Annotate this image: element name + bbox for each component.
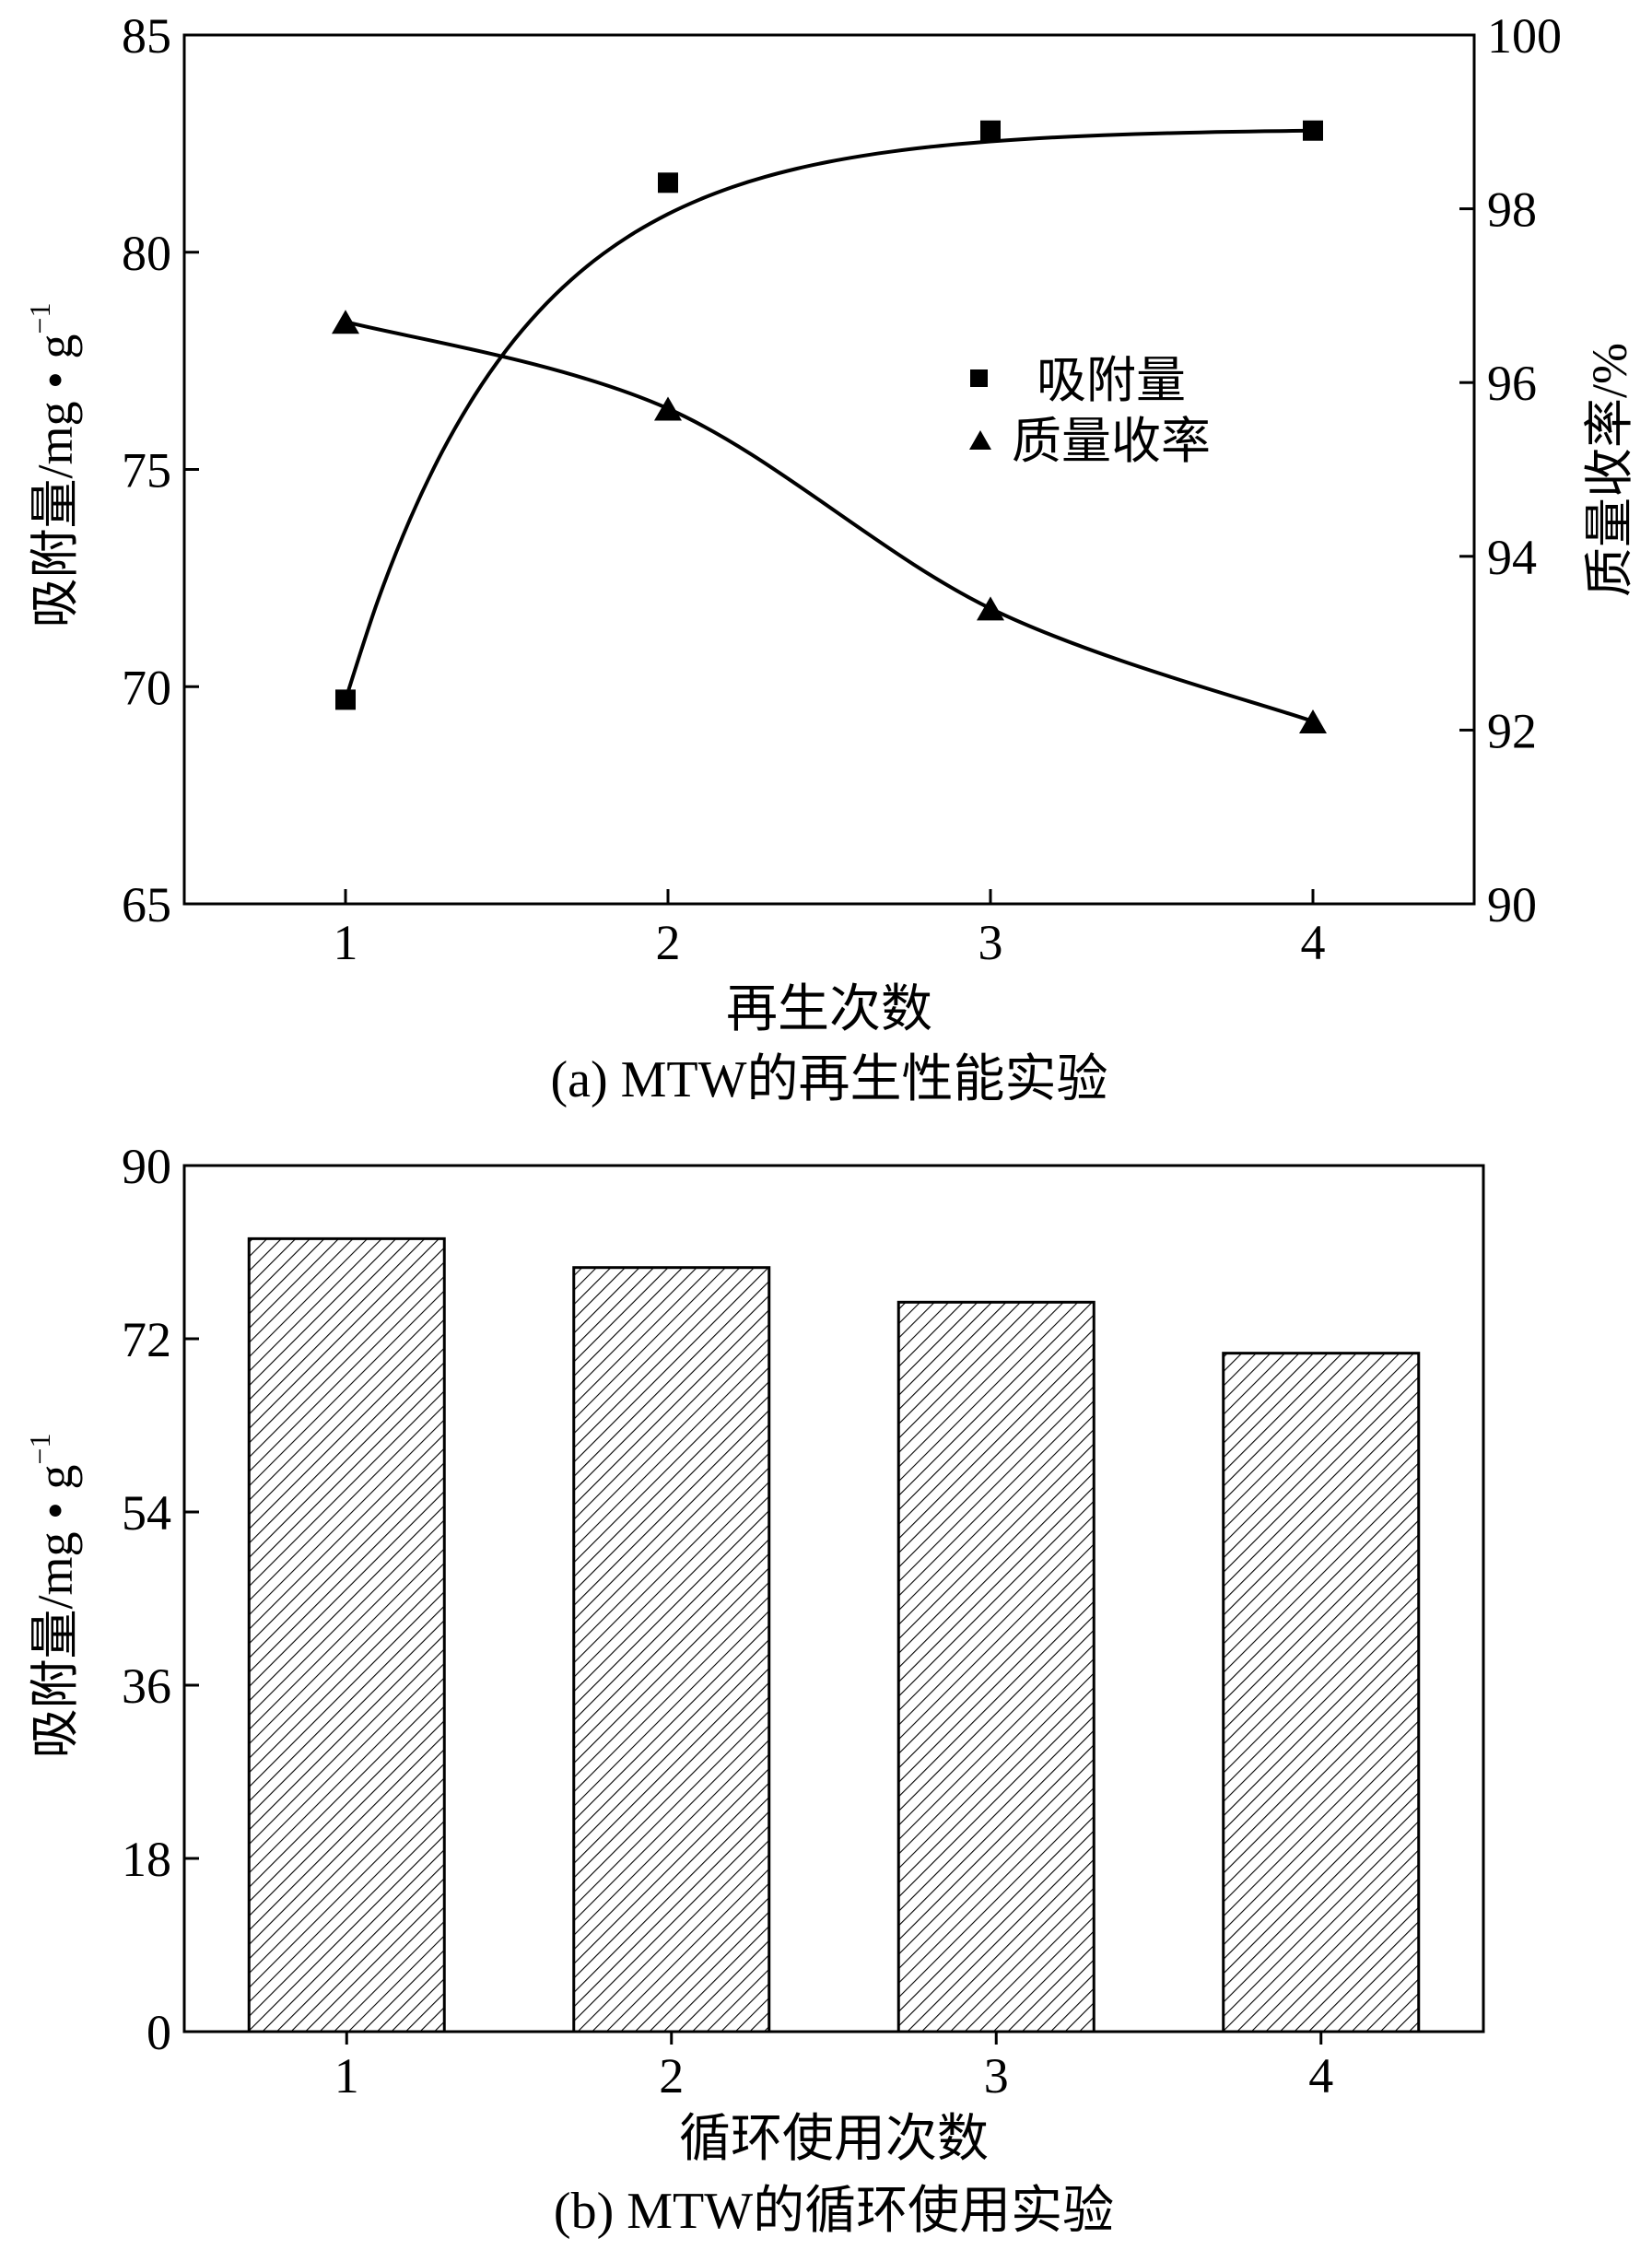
legend-label-adsorption: 吸附量 xyxy=(1037,353,1186,408)
x-tick-label: 4 xyxy=(1308,2048,1333,2104)
x-tick-label: 3 xyxy=(984,2048,1009,2104)
point-adsorption-1 xyxy=(335,689,356,710)
chart-b-caption: (b) MTW的循环使用实验 xyxy=(554,2183,1114,2240)
x-tick-label: 1 xyxy=(334,915,358,970)
legend-square-marker xyxy=(970,369,988,387)
x-tick-label: 4 xyxy=(1301,915,1326,970)
chart-a-left-axis: 65 70 75 80 85 xyxy=(122,8,199,932)
chart-a-legend: 吸附量 质量收率 xyxy=(969,353,1211,469)
point-yield-3 xyxy=(977,596,1004,621)
chart-a-markers xyxy=(332,120,1327,733)
bar-cycle-2 xyxy=(572,1266,771,2033)
chart-b-xlabel: 循环使用次数 xyxy=(679,2111,989,2168)
chart-a-caption: (a) MTW的再生性能实验 xyxy=(550,1051,1107,1108)
right-tick-label: 98 xyxy=(1487,182,1537,238)
chart-b-x-axis: 1 2 3 4 xyxy=(334,2032,1333,2104)
point-yield-1 xyxy=(332,310,359,334)
point-adsorption-4 xyxy=(1303,120,1323,141)
bar-cycle-3 xyxy=(896,1300,1095,2033)
y-tick-label: 72 xyxy=(122,1312,171,1367)
legend-triangle-marker xyxy=(969,430,991,450)
left-tick-label: 85 xyxy=(122,8,171,64)
right-tick-label: 100 xyxy=(1487,8,1562,64)
chart-a-xlabel: 再生次数 xyxy=(726,981,932,1038)
y-tick-label: 18 xyxy=(122,1832,171,1887)
right-tick-label: 92 xyxy=(1487,703,1537,758)
x-tick-label: 1 xyxy=(334,2048,359,2104)
bar-cycle-4 xyxy=(1222,1352,1421,2033)
chart-b-bars xyxy=(247,1236,1421,2033)
right-tick-label: 96 xyxy=(1487,356,1537,411)
y-tick-label: 36 xyxy=(122,1658,171,1714)
fit-curve-adsorption xyxy=(344,128,1314,701)
chart-b-ylabel: 吸附量/mg • g−1 xyxy=(23,1434,83,1759)
chart-a-left-ylabel: 吸附量/mg • g−1 xyxy=(23,303,83,628)
left-tick-label: 70 xyxy=(122,660,171,715)
point-adsorption-2 xyxy=(658,172,678,193)
fit-curve-yield xyxy=(345,320,1314,723)
chart-a-right-axis: 90 92 94 96 98 100 xyxy=(1459,8,1562,932)
chart-a-regeneration: 65 70 75 80 85 90 92 94 96 98 100 1 2 3 4 吸附量/mg • g… xyxy=(23,8,1637,1108)
y-tick-label: 0 xyxy=(146,2005,171,2060)
point-adsorption-3 xyxy=(980,120,1001,141)
x-tick-label: 2 xyxy=(659,2048,684,2104)
chart-a-fit-curves xyxy=(344,128,1314,723)
chart-b-y-axis: 0 18 36 54 72 90 xyxy=(122,1139,199,2060)
chart-a-x-axis: 1 2 3 4 xyxy=(334,889,1326,970)
chart-a-right-ylabel: 质量收率/% xyxy=(1582,343,1637,597)
chart-a-plot-frame xyxy=(182,33,1476,906)
left-tick-label: 80 xyxy=(122,226,171,281)
y-tick-label: 54 xyxy=(122,1485,171,1541)
y-tick-label: 90 xyxy=(122,1139,171,1194)
chart-b-recycling: 0 18 36 54 72 90 1 2 3 4 吸附量/mg • g−1 循环使用次数 (b)… xyxy=(23,1139,1485,2240)
point-yield-2 xyxy=(654,396,682,421)
right-tick-label: 94 xyxy=(1487,530,1537,585)
chart-b-plot-frame xyxy=(182,1164,1485,2033)
point-yield-4 xyxy=(1299,709,1327,733)
left-tick-label: 75 xyxy=(122,443,171,498)
x-tick-label: 2 xyxy=(656,915,681,970)
legend-label-yield: 质量收率 xyxy=(1012,414,1211,469)
x-tick-label: 3 xyxy=(978,915,1003,970)
left-tick-label: 65 xyxy=(122,877,171,932)
right-tick-label: 90 xyxy=(1487,877,1537,932)
bar-cycle-1 xyxy=(247,1236,446,2033)
